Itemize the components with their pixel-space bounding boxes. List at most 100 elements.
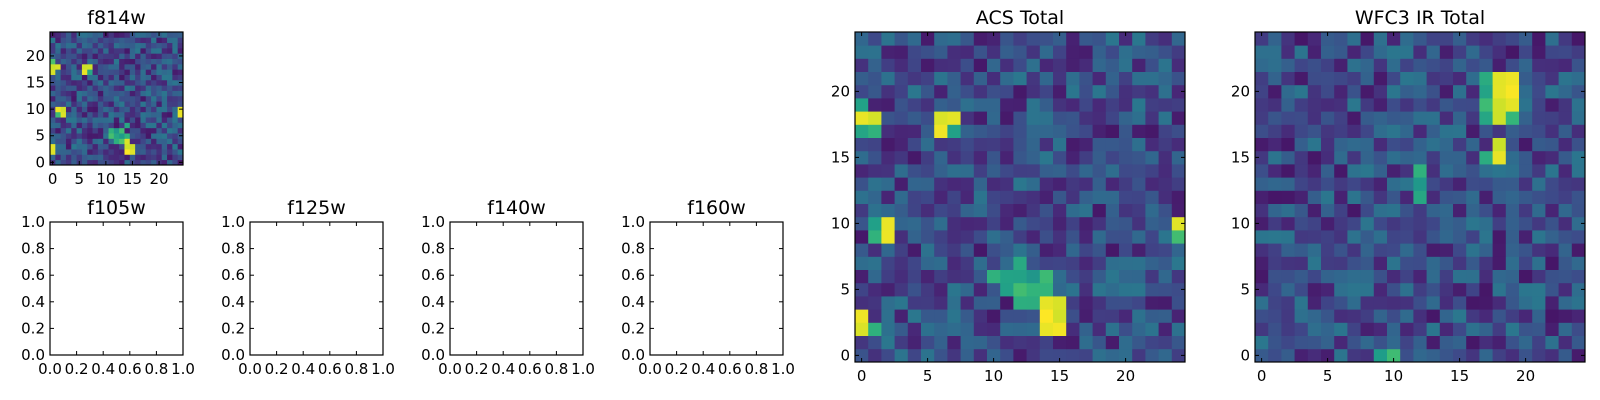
heatmap-cell	[1519, 111, 1533, 125]
heatmap-cell	[97, 127, 104, 134]
heatmap-cell	[1255, 322, 1269, 336]
heatmap-cell	[1132, 243, 1146, 257]
heatmap-cell	[1294, 164, 1309, 178]
heatmap-cell	[987, 150, 1001, 165]
heatmap-cell	[894, 98, 909, 112]
heatmap-cell	[76, 74, 83, 81]
heatmap-cell	[921, 190, 935, 204]
heatmap-cell	[1013, 111, 1027, 125]
heatmap-cell	[855, 203, 869, 218]
heatmap-cell	[1158, 296, 1173, 310]
heatmap-cell	[894, 322, 909, 336]
heatmap-cell	[960, 98, 975, 112]
heatmap-cell	[973, 124, 988, 138]
heatmap-cell	[1492, 309, 1507, 323]
heatmap-cell	[907, 111, 922, 125]
heatmap-cell	[1347, 348, 1361, 363]
heatmap-cell	[119, 53, 125, 59]
heatmap-cell	[1119, 164, 1133, 178]
heatmap-cell	[1387, 190, 1401, 204]
heatmap-cell	[81, 111, 88, 118]
heatmap-cell	[71, 69, 77, 75]
heatmap-cell	[1145, 71, 1159, 86]
heatmap-cell	[1281, 84, 1295, 99]
heatmap-cell	[55, 154, 62, 161]
heatmap-cell	[1505, 84, 1520, 99]
heatmap-cell	[50, 95, 56, 102]
heatmap-cell	[108, 117, 115, 123]
heatmap-cell	[1492, 203, 1507, 218]
heatmap-cell	[907, 137, 922, 152]
heatmap-cell	[934, 230, 948, 244]
heatmap-cell	[1158, 309, 1173, 323]
heatmap-cell	[1321, 111, 1335, 125]
heatmap-cell	[1119, 348, 1133, 363]
heatmap-cell	[1492, 71, 1507, 86]
heatmap-cell	[1079, 335, 1093, 350]
heatmap-cell	[1426, 335, 1441, 350]
heatmap-cell	[907, 335, 922, 350]
heatmap-cell	[60, 58, 67, 65]
heatmap-cell	[1119, 322, 1133, 336]
heatmap-cell	[177, 149, 184, 155]
heatmap-cell	[894, 348, 909, 363]
heatmap-cell	[1400, 230, 1414, 244]
heatmap-cell	[92, 79, 99, 86]
heatmap-cell	[124, 127, 131, 134]
heatmap-cell	[1039, 282, 1054, 297]
y-tick-label: 10	[1231, 214, 1250, 232]
heatmap-cell	[1281, 137, 1295, 152]
heatmap-cell	[1373, 137, 1388, 152]
heatmap-cell	[855, 296, 869, 310]
heatmap-cell	[1026, 84, 1041, 99]
heatmap-cell	[1307, 216, 1322, 231]
heatmap-cell	[113, 63, 120, 70]
heatmap-cell	[1013, 98, 1027, 112]
heatmap-cell	[1347, 203, 1361, 218]
heatmap-cell	[156, 133, 163, 139]
heatmap-cell	[108, 111, 115, 118]
heatmap-cell	[1119, 150, 1133, 165]
heatmap-cell	[81, 90, 88, 97]
heatmap-cell	[1571, 282, 1586, 297]
heatmap-cell	[1532, 269, 1546, 284]
heatmap-cell	[1321, 296, 1335, 310]
heatmap-cell	[161, 74, 168, 81]
heatmap-cell	[881, 322, 895, 336]
heatmap-cell	[65, 133, 72, 139]
heatmap-cell	[1132, 58, 1146, 72]
heatmap-cell	[1519, 71, 1533, 86]
heatmap-cell	[60, 138, 67, 145]
heatmap-cell	[1026, 58, 1041, 72]
heatmap-cell	[81, 95, 88, 102]
heatmap-cell	[76, 42, 83, 49]
heatmap-cell	[1171, 203, 1186, 218]
heatmap-cell	[92, 154, 99, 161]
heatmap-cell	[1066, 203, 1080, 218]
heatmap-cell	[1479, 84, 1493, 99]
heatmap-cell	[1426, 296, 1441, 310]
heatmap-cell	[947, 230, 961, 244]
heatmap-cell	[1079, 137, 1093, 152]
heatmap-cell	[151, 101, 157, 107]
heatmap-cell	[97, 138, 104, 145]
heatmap-cell	[119, 159, 125, 166]
heatmap-cell	[103, 133, 109, 139]
heatmap-cell	[973, 230, 988, 244]
heatmap-cell	[1000, 282, 1014, 297]
heatmap-cell	[1558, 164, 1573, 178]
heatmap-cell	[97, 101, 104, 107]
heatmap-cell	[92, 85, 99, 91]
heatmap-cell	[50, 122, 56, 129]
heatmap-cell	[1294, 282, 1309, 297]
heatmap-cell	[1079, 84, 1093, 99]
heatmap-cell	[1413, 150, 1427, 165]
heatmap-cell	[1105, 150, 1120, 165]
heatmap-cell	[129, 138, 136, 145]
heatmap-cell	[60, 122, 67, 129]
heatmap-cell	[1105, 124, 1120, 138]
y-tick-label: 5	[840, 280, 850, 298]
heatmap-cell	[1558, 216, 1573, 231]
heatmap-cell	[1039, 124, 1054, 138]
